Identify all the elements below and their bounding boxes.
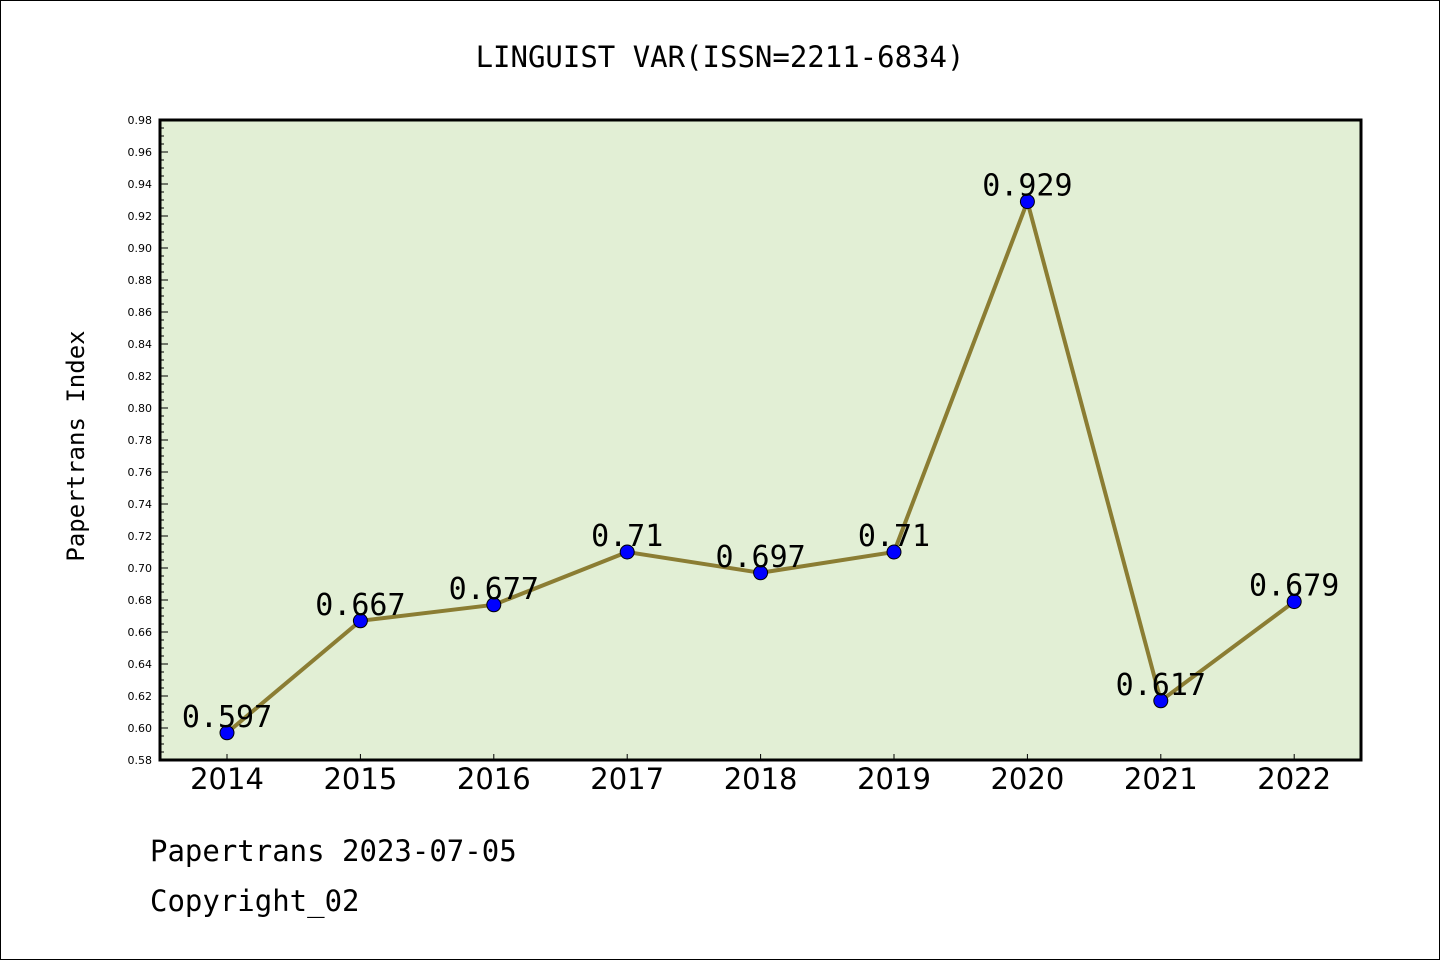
y-tick-label: 0.68 — [128, 594, 153, 607]
y-tick-label: 0.94 — [128, 178, 153, 191]
y-tick-label: 0.84 — [128, 338, 153, 351]
y-axis-label: Papertrans Index — [62, 330, 90, 561]
data-point — [753, 565, 769, 581]
y-tick-label: 0.66 — [128, 626, 153, 639]
data-label: 0.697 — [715, 540, 805, 575]
data-point — [619, 544, 635, 560]
y-axis: 0.58 0.60 0.62 0.64 0.66 0.68 0.70 0.72 0.74 0.76… — [128, 114, 168, 767]
series: 0.597 0.667 0.677 0.71 0.697 0.71 0.929 0.617 0.… — [182, 169, 1339, 741]
y-tick-label: 0.62 — [128, 690, 153, 703]
y-tick-label: 0.82 — [128, 370, 153, 383]
data-point — [352, 613, 368, 629]
y-tick-label: 0.74 — [128, 498, 153, 511]
data-point — [1153, 693, 1169, 709]
y-tick-label: 0.72 — [128, 530, 153, 543]
y-tick-label: 0.70 — [128, 562, 153, 575]
data-point — [1019, 194, 1035, 210]
y-tick-label: 0.92 — [128, 210, 153, 223]
footer-date: Papertrans 2023-07-05 — [150, 834, 517, 868]
data-label: 0.617 — [1116, 668, 1206, 703]
y-tick-label: 0.80 — [128, 402, 153, 415]
y-tick-label: 0.90 — [128, 242, 153, 255]
y-tick-label: 0.96 — [128, 146, 153, 159]
y-tick-label: 0.64 — [128, 658, 153, 671]
y-tick-label: 0.60 — [128, 722, 153, 735]
x-tick-label: 2022 — [1257, 762, 1331, 796]
y-tick-label: 0.58 — [128, 754, 153, 767]
x-tick-label: 2016 — [457, 762, 531, 796]
data-point — [1286, 594, 1302, 610]
data-label: 0.667 — [315, 588, 405, 623]
chart-title: LINGUIST VAR(ISSN=2211-6834) — [476, 40, 965, 74]
data-label: 0.597 — [182, 700, 272, 735]
y-tick-label: 0.98 — [128, 114, 153, 127]
data-label: 0.71 — [858, 519, 930, 554]
y-tick-label: 0.88 — [128, 274, 153, 287]
plot-area — [158, 118, 1363, 762]
y-tick-label: 0.86 — [128, 306, 153, 319]
x-tick-label: 2015 — [323, 762, 397, 796]
data-label: 0.677 — [449, 572, 539, 607]
footer-copyright: Copyright_02 — [150, 884, 360, 918]
y-tick-label: 0.78 — [128, 434, 153, 447]
x-axis: 2014 2015 2016 2017 2018 2019 2020 2021 2022 — [190, 754, 1331, 796]
data-point — [219, 725, 235, 741]
y-tick-label: 0.76 — [128, 466, 153, 479]
data-label: 0.71 — [591, 519, 663, 554]
x-tick-label: 2021 — [1124, 762, 1198, 796]
x-tick-label: 2018 — [724, 762, 798, 796]
data-point — [486, 597, 502, 613]
x-tick-label: 2020 — [990, 762, 1064, 796]
x-tick-label: 2017 — [590, 762, 664, 796]
data-point — [886, 544, 902, 560]
data-label: 0.929 — [982, 169, 1072, 204]
x-tick-label: 2014 — [190, 762, 264, 796]
data-label: 0.679 — [1249, 569, 1339, 604]
x-tick-label: 2019 — [857, 762, 931, 796]
